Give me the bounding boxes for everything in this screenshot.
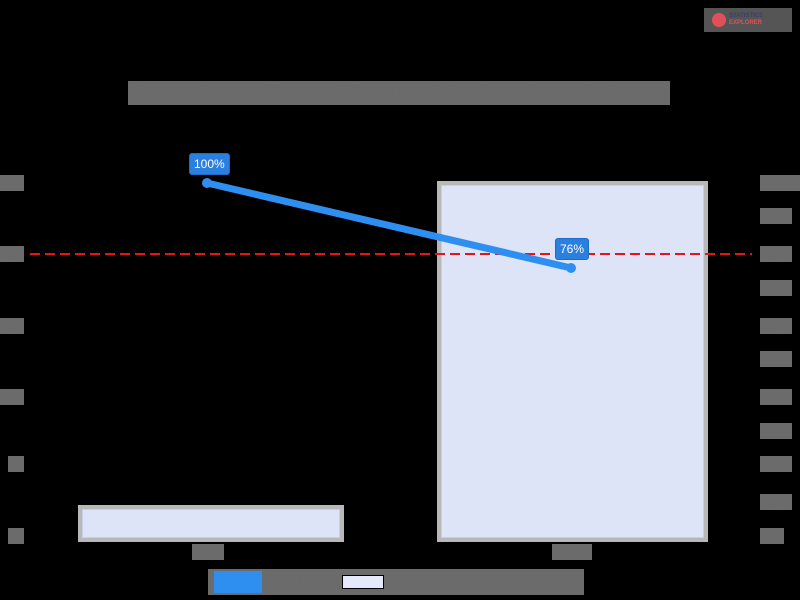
brand-logo: STATISTICS EXPLORER xyxy=(704,8,792,32)
right-axis-tick-label: 10% xyxy=(760,494,792,510)
chart-title: Pareto Chart: Share of Category Totals v… xyxy=(128,81,670,105)
x-axis-label: A xyxy=(192,544,224,560)
right-axis-tick-label: 90% xyxy=(760,208,792,224)
logo-line-2: EXPLORER xyxy=(729,20,763,26)
left-axis-tick-label: 150 xyxy=(0,318,24,334)
legend-line-swatch-icon xyxy=(214,571,262,593)
x-axis-label: B xyxy=(552,544,592,560)
right-axis-tick-label: 100% xyxy=(760,175,800,191)
left-axis-tick-label: 250 xyxy=(0,175,24,191)
logo-line-1: STATISTICS xyxy=(729,13,764,19)
legend-line-label[interactable]: Cumulative % xyxy=(268,576,336,588)
brand-logo-icon xyxy=(712,13,726,27)
right-axis-tick-label: 50% xyxy=(760,351,792,367)
data-label-point-1: 100% xyxy=(189,153,230,175)
left-axis-tick-label: 0 xyxy=(8,528,24,544)
data-point[interactable] xyxy=(202,178,212,188)
bar-category-a[interactable] xyxy=(82,509,340,538)
chart-legend: Cumulative % Count by category xyxy=(208,569,584,595)
legend-bar-swatch-icon xyxy=(341,575,384,589)
left-axis-tick-label: 50 xyxy=(8,456,24,472)
cumulative-line xyxy=(203,179,575,272)
legend-bar-label[interactable]: Count by category xyxy=(389,576,480,588)
right-axis-tick-label: 0% xyxy=(760,528,784,544)
right-axis-tick-label: 70% xyxy=(760,280,792,296)
left-axis-tick-label: 200 xyxy=(0,246,24,262)
right-axis-tick-label: 40% xyxy=(760,389,792,405)
right-axis-tick-label: 30% xyxy=(760,423,792,439)
data-point[interactable] xyxy=(566,263,576,273)
right-axis-tick-label: 80% xyxy=(760,246,792,262)
left-axis-tick-label: 100 xyxy=(0,389,24,405)
right-axis-tick-label: 20% xyxy=(760,456,792,472)
data-label-point-2: 76% xyxy=(555,238,590,260)
right-axis-tick-label: 60% xyxy=(760,318,792,334)
